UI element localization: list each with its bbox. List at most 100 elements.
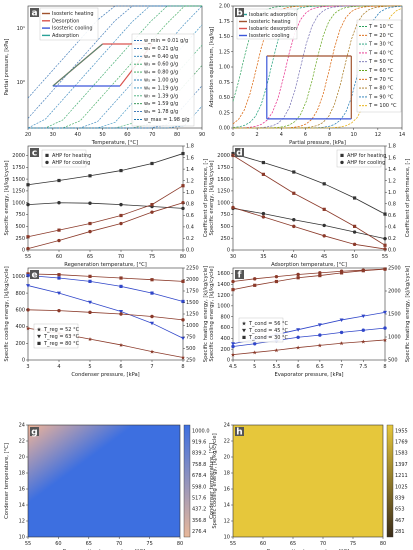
colorbar-tick-label-h: 1583	[395, 451, 408, 457]
series-f-2-point	[253, 283, 257, 287]
y-tick-label-right-d: 1.8	[388, 144, 396, 150]
x-axis-label-e: Condenser pressure, [kPa]	[71, 372, 139, 378]
legend-label-b: Isobaric desorption	[249, 26, 297, 32]
y-axis-right-label-c: Coefficient of performance, [-]	[203, 159, 209, 238]
x-tick-label-d: 45	[321, 254, 327, 260]
legend-label-a: w₁ = 0.21 g/g	[144, 46, 178, 52]
y-tick-label-d: 1500	[217, 177, 230, 183]
series-e-0-point	[181, 355, 185, 360]
colorbar-tick-label-h: 1397	[395, 462, 408, 468]
series-c-3-point	[26, 246, 30, 251]
panel-letter-bg-a	[30, 8, 39, 17]
series-c-3-point	[88, 229, 92, 234]
y-tick-label-g: 14	[19, 503, 25, 509]
y-tick-label-right-d: 0.2	[388, 236, 396, 242]
heatmap-h	[233, 425, 383, 537]
series-e-1-point	[181, 336, 185, 341]
y-tick-label-f: 1000	[217, 304, 230, 310]
series-d-1-line	[232, 208, 386, 240]
legend-box-a-isostere	[131, 33, 195, 127]
colorbar-tick-label-g: 758.8	[192, 462, 206, 468]
series-f-2-point	[296, 276, 300, 280]
legend-marker-f	[242, 328, 246, 333]
legend-label-a: Adsorption	[52, 33, 79, 39]
y-tick-label-a: 10¹	[17, 26, 25, 32]
y-tick-label-b: 1.25	[219, 49, 230, 55]
panel-letter-bg-f	[235, 270, 244, 279]
legend-label-b: T = 10 °C	[368, 24, 394, 30]
series-c-1-point	[57, 201, 61, 205]
legend-label-a: w₄ = 0.80 g/g	[144, 70, 178, 76]
series-f-2-point	[274, 279, 279, 284]
series-e-4-point	[57, 276, 61, 280]
series-c-0-point	[181, 151, 185, 156]
legend-label-e: T_reg = 80 °C	[43, 341, 80, 347]
y-tick-label-b: 0.25	[219, 110, 230, 116]
isostere-curve	[28, 5, 202, 129]
colorbar-g	[183, 424, 191, 538]
series-f-4-line	[232, 327, 386, 347]
y-tick-label-right-f: 1000	[388, 335, 401, 341]
y-tick-label-right-e: 1000	[186, 323, 199, 329]
heatmap-g	[28, 425, 180, 537]
series-c-1-point	[119, 202, 123, 207]
y-tick-label-f: 1600	[217, 271, 230, 277]
series-f-1-point	[361, 314, 366, 319]
y-tick-label-right-c: 1.6	[186, 155, 194, 161]
colorbar-tick-label-g: 276.4	[192, 529, 206, 535]
panel-letter-d: d	[236, 149, 242, 159]
legend-label-a: w_min = 0.01 g/g	[144, 38, 188, 44]
series-c-2-line	[27, 185, 184, 238]
y-tick-label-f: 0	[227, 358, 230, 364]
x-tick-label-c: 75	[149, 254, 155, 260]
series-e-2-point	[150, 278, 154, 282]
series-f-4-point	[339, 330, 344, 335]
x-tick-label-d: 40	[291, 254, 297, 260]
x-tick-label-b: 2	[256, 132, 259, 138]
series-d-3-line	[232, 207, 386, 250]
legend-marker-f	[242, 321, 246, 326]
series-d-1-point	[322, 223, 326, 228]
legend-box-b-isotherm	[356, 19, 402, 113]
colorbar-tick-label-g: 1000.0	[192, 428, 210, 434]
x-tick-label-a: 20	[25, 132, 31, 138]
y-tick-label-g: 24	[19, 423, 25, 429]
x-tick-label-b: 4	[280, 132, 283, 138]
y-tick-label-d: 500	[220, 224, 230, 230]
panel-letter-b: b	[236, 9, 243, 19]
series-f-0-point	[252, 350, 257, 355]
legend-label-f: T_cond = 30 °C	[248, 335, 289, 341]
series-c-0-point	[26, 183, 30, 187]
series-d-0-line	[232, 153, 386, 215]
series-e-4-line	[27, 275, 184, 302]
x-tick-label-e: 7	[150, 364, 153, 370]
series-e-1-point	[119, 309, 123, 314]
y-tick-label-e: 600	[15, 308, 25, 314]
x-axis-label-d: Adsorption temperature, [°C]	[271, 262, 347, 268]
series-c-1-point	[88, 201, 92, 205]
y-tick-label-right-f: 1500	[388, 312, 401, 318]
x-tick-label-b: 10	[351, 132, 357, 138]
series-c-0-point	[150, 161, 154, 166]
colorbar-tick-label-h: 1769	[395, 440, 408, 446]
series-f-3-point	[361, 268, 365, 272]
series-c-3-line	[27, 202, 184, 249]
series-d-2-point	[383, 243, 387, 247]
x-tick-label-c: 60	[56, 254, 62, 260]
y-tick-label-e: 1000	[12, 274, 25, 280]
series-c-3-point	[57, 238, 61, 243]
series-f-3-point	[296, 272, 300, 277]
y-tick-label-h: 16	[224, 487, 230, 493]
y-tick-label-h: 24	[224, 423, 230, 429]
y-tick-label-d: 750	[220, 212, 230, 218]
legend-label-b: T = 50 °C	[368, 59, 394, 65]
y-tick-label-b: 0.50	[219, 95, 230, 101]
colorbar-tick-label-g: 437.2	[192, 507, 206, 513]
legend-label-a: w_max = 1.98 g/g	[144, 117, 190, 123]
legend-label-b: T = 30 °C	[368, 42, 394, 48]
x-tick-label-f: 6	[297, 364, 300, 370]
series-f-3-point	[318, 271, 322, 275]
y-tick-label-d: 1000	[217, 200, 230, 206]
y-tick-label-g: 20	[19, 455, 25, 461]
series-c-0-point	[119, 168, 123, 173]
